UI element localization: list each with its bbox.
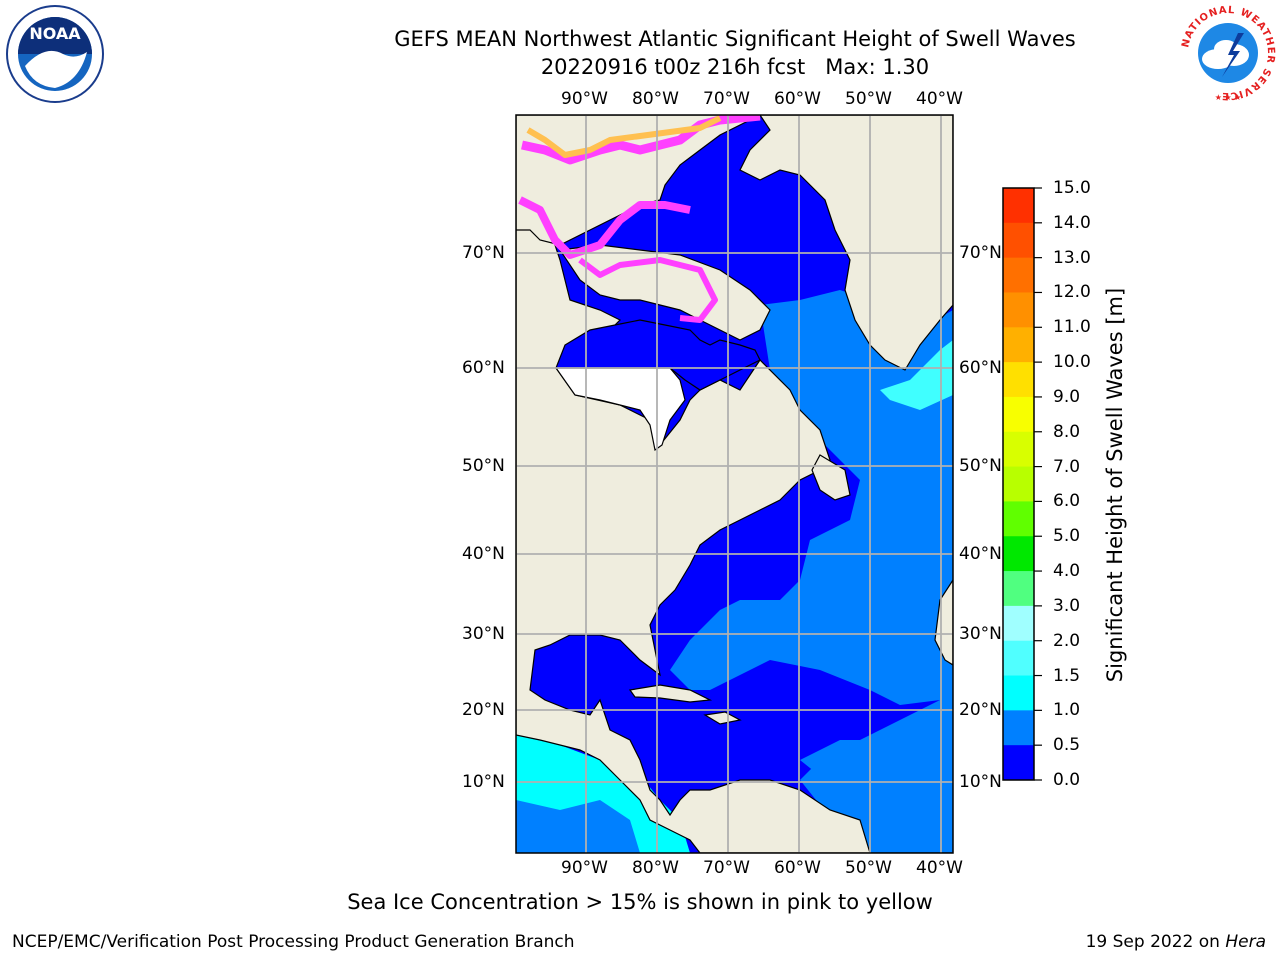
lat-label-right: 40°N (959, 544, 1002, 564)
lat-label-left: 40°N (462, 544, 505, 564)
colorbar-cell (1003, 536, 1034, 572)
colorbar-tick-label: 15.0 (1053, 178, 1091, 198)
sea-ice-high (526, 115, 722, 158)
colorbar-tick-label: 0.5 (1053, 735, 1081, 756)
colorbar-tick-label: 5.0 (1053, 526, 1081, 547)
lat-label-right: 50°N (959, 456, 1002, 476)
colorbar-cell (1003, 466, 1034, 502)
lon-label-top: 40°W (916, 89, 963, 109)
land-greenland (739, 115, 953, 371)
colorbar-cell (1003, 745, 1034, 781)
colorbar-tick-label: 3.0 (1053, 595, 1081, 616)
lat-label-left: 20°N (462, 700, 505, 720)
colorbar-tick-label: 9.0 (1053, 386, 1081, 407)
colorbar-cell (1003, 501, 1034, 537)
colorbar-tick-label: 14.0 (1053, 212, 1091, 233)
lat-label-right: 60°N (959, 358, 1002, 378)
sea-ice-note: Sea Ice Concentration > 15% is shown in … (347, 890, 933, 914)
colorbar-cell (1003, 257, 1034, 293)
chart-subtitle: 20220916 t00z 216h fcst Max: 1.30 (540, 55, 930, 79)
colorbar-cell (1003, 222, 1034, 259)
lon-label-bottom: 60°W (774, 858, 821, 878)
colorbar-tick-label: 2.0 (1053, 630, 1081, 651)
swell-zone-mid (800, 730, 953, 810)
colorbar-cell (1003, 292, 1034, 328)
footer-machine: Hera (1225, 932, 1266, 952)
lon-label-top: 70°W (703, 89, 750, 109)
lat-label-right: 70°N (959, 243, 1002, 263)
colorbar-cell (1003, 362, 1034, 398)
lon-label-bottom: 90°W (561, 858, 608, 878)
lon-label-top: 50°W (845, 89, 892, 109)
footer-credit: NCEP/EMC/Verification Post Processing Pr… (12, 932, 575, 952)
colorbar-tick-label: 10.0 (1053, 352, 1091, 373)
colorbar-cell (1003, 431, 1034, 468)
noaa-logo-text: NOAA (29, 24, 81, 43)
lat-label-right: 10°N (959, 772, 1002, 792)
land-africa (934, 578, 953, 666)
lat-label-right: 20°N (959, 700, 1002, 720)
hudson-bay (555, 319, 761, 391)
colorbar-cell (1003, 327, 1034, 363)
chart-title: GEFS MEAN Northwest Atlantic Significant… (394, 27, 1076, 51)
colorbar-tick-label: 6.0 (1053, 491, 1081, 512)
map-frame (515, 114, 954, 854)
colorbar-cell (1003, 605, 1034, 642)
footer-date: 19 Sep 2022 on Hera (1086, 932, 1266, 952)
lon-label-bottom: 50°W (845, 858, 892, 878)
lon-label-bottom: 70°W (703, 858, 750, 878)
lat-label-left: 70°N (462, 243, 505, 263)
colorbar-tick-label: 7.0 (1053, 456, 1081, 477)
graticule (516, 115, 953, 853)
sea-ice (578, 257, 718, 323)
lat-label-left: 50°N (462, 456, 505, 476)
land-hispaniola (703, 711, 742, 725)
lon-label-top: 90°W (561, 89, 608, 109)
swell-zone-mid (516, 800, 640, 853)
colorbar-tick-label: 13.0 (1053, 247, 1091, 268)
lat-label-right: 30°N (959, 624, 1002, 644)
masked-region (554, 367, 686, 452)
lon-label-top: 80°W (632, 89, 679, 109)
lat-label-left: 10°N (462, 772, 505, 792)
colorbar-tick-label: 12.0 (1053, 282, 1091, 303)
colorbar-cell (1003, 640, 1034, 677)
colorbar-cell (1003, 571, 1034, 607)
colorbar-tick-label: 0.0 (1053, 770, 1081, 790)
colorbar-cell (1003, 675, 1034, 711)
footer-date-text: 19 Sep 2022 on (1085, 932, 1226, 952)
land-cuba (628, 684, 713, 703)
colorbar-tick-label: 11.0 (1053, 317, 1091, 338)
colorbar-cell (1003, 396, 1034, 433)
lon-label-top: 60°W (774, 89, 821, 109)
noaa-logo: NOAA (6, 5, 104, 103)
lon-label-bottom: 80°W (632, 858, 679, 878)
colorbar-label: Significant Height of Swell Waves [m] (1103, 287, 1127, 683)
nws-logo: NATIONAL WEATHER SERVICE ★ ★ ★ (1180, 5, 1276, 102)
colorbar-tick-label: 8.0 (1053, 421, 1081, 442)
lon-label-bottom: 40°W (916, 858, 963, 878)
svg-text:★ ★ ★: ★ ★ ★ (1215, 93, 1242, 102)
colorbar-cell (1003, 188, 1034, 224)
colorbar-tick-label: 1.5 (1053, 665, 1081, 686)
colorbar-cell (1003, 710, 1034, 746)
colorbar (1002, 187, 1042, 781)
colorbar-tick-label: 1.0 (1053, 700, 1081, 721)
land-north-america (516, 199, 953, 853)
swell-zone-mid (670, 290, 953, 853)
lat-label-left: 30°N (462, 624, 505, 644)
lat-label-left: 60°N (462, 358, 505, 378)
swell-zone-high (880, 340, 953, 410)
colorbar-tick-label: 4.0 (1053, 561, 1081, 582)
